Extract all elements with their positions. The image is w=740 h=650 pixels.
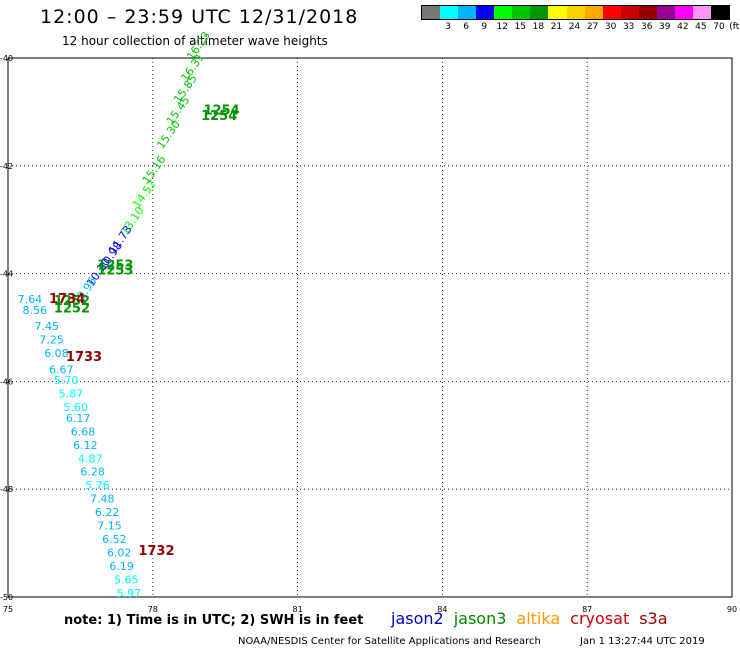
legend-swatch xyxy=(692,6,711,19)
wave-height-label: 5.65 xyxy=(114,574,139,587)
legend-swatch xyxy=(440,6,459,19)
wave-height-label: 8.56 xyxy=(22,304,47,317)
pass-time-label: 1733 xyxy=(66,350,102,365)
legend-swatch xyxy=(584,6,603,19)
pass-time-label: 1252 xyxy=(54,301,90,316)
pass-time-label: 1253 xyxy=(97,264,133,279)
legend-swatch xyxy=(656,6,675,19)
lat-tick-label: -44 xyxy=(0,270,13,279)
wave-height-label: 6.68 xyxy=(71,425,96,438)
footer-note: note: 1) Time is in UTC; 2) SWH is in fe… xyxy=(64,613,364,628)
legend-label: 3 xyxy=(445,22,451,32)
satellite-key: jason2 jason3 altika cryosat s3a xyxy=(391,609,678,628)
legend-label: 39 xyxy=(659,22,671,32)
wave-height-label: 6.19 xyxy=(109,560,134,573)
pass-time-label: 1254 xyxy=(203,104,239,119)
legend-unit: (ft) xyxy=(729,22,740,32)
legend-label: 24 xyxy=(568,22,581,32)
legend-label: 12 xyxy=(496,22,508,32)
lon-tick-label: 90 xyxy=(727,605,737,614)
map-frame xyxy=(7,57,733,598)
wave-height-label: 5.76 xyxy=(85,479,110,492)
lat-tick-label: -46 xyxy=(0,377,13,386)
lon-tick-label: 81 xyxy=(293,605,303,614)
legend-swatch xyxy=(566,6,585,19)
legend-swatch xyxy=(620,6,639,19)
legend-label: 27 xyxy=(586,22,599,32)
wave-height-label: 6.28 xyxy=(80,466,105,479)
legend-label: 6 xyxy=(463,22,470,32)
legend-swatch xyxy=(674,6,693,19)
legend-swatch xyxy=(512,6,531,19)
pass-time-label: 1732 xyxy=(138,544,174,559)
legend-swatch xyxy=(638,6,657,19)
wave-height-label: 6.17 xyxy=(66,412,91,425)
satellite-jason2: jason2 xyxy=(391,609,444,628)
satellite-s3a: s3a xyxy=(639,609,668,628)
wave-height-label: 7.15 xyxy=(97,520,122,533)
legend-label: 21 xyxy=(550,22,563,32)
satellite-altika: altika xyxy=(516,609,561,628)
credit-text: NOAA/NESDIS Center for Satellite Applica… xyxy=(238,636,541,647)
lat-tick-label: -50 xyxy=(0,593,13,602)
wave-height-label: 15.30 xyxy=(154,118,183,151)
legend-label: 18 xyxy=(532,22,545,32)
pass-time-label: 1734 xyxy=(49,292,85,307)
map-subtitle: 12 hour collection of altimeter wave hei… xyxy=(62,34,328,48)
wave-height-label: 7.48 xyxy=(90,493,115,506)
wave-height-label: 6.12 xyxy=(73,439,98,452)
legend-swatch xyxy=(711,6,730,19)
wave-height-label: 15.45 xyxy=(164,94,193,127)
lon-tick-label: 78 xyxy=(148,605,158,614)
pass-time-label: 1252 xyxy=(54,294,90,309)
wave-height-label: 5.97 xyxy=(117,587,142,600)
legend-swatch xyxy=(494,6,513,19)
map-title: 12:00 – 23:59 UTC 12/31/2018 xyxy=(40,6,359,28)
legend-label: 30 xyxy=(604,22,617,32)
wave-height-label: 7.25 xyxy=(39,334,64,347)
lat-tick-label: -42 xyxy=(0,162,13,171)
wave-height-label: 6.02 xyxy=(107,547,131,560)
generation-timestamp: Jan 1 13:27:44 UTC 2019 xyxy=(580,636,705,647)
wave-height-label: 6.22 xyxy=(95,506,120,519)
legend-swatch xyxy=(602,6,621,19)
lat-tick-label: -40 xyxy=(0,54,13,63)
legend-label: 42 xyxy=(677,22,689,32)
lon-tick-label: 75 xyxy=(3,605,13,614)
legend-label: 70 xyxy=(713,22,725,32)
legend-label: 45 xyxy=(695,22,707,32)
satellite-cryosat: cryosat xyxy=(570,609,630,628)
wave-height-label: 6.08 xyxy=(44,347,68,360)
wave-height-label: 7.45 xyxy=(35,320,60,333)
legend-swatch xyxy=(530,6,549,19)
legend-label: 15 xyxy=(514,22,527,32)
legend-label: 33 xyxy=(622,22,635,32)
legend-swatch xyxy=(476,6,495,19)
wave-height-label: 4.87 xyxy=(78,452,103,465)
legend-swatch xyxy=(458,6,477,19)
pass-time-label: 1253 xyxy=(97,258,133,273)
lon-tick-label: 84 xyxy=(437,605,447,614)
wave-height-label: 5.70 xyxy=(54,374,79,387)
wave-height-label: 7.64 xyxy=(18,293,43,306)
wave-height-label: 15.16 xyxy=(140,153,169,186)
pass-time-label: 1254 xyxy=(201,109,237,124)
satellite-jason3: jason3 xyxy=(453,609,507,628)
lon-tick-label: 87 xyxy=(582,605,592,614)
legend-label: 9 xyxy=(481,22,488,32)
lat-tick-label: -48 xyxy=(0,485,13,494)
legend-swatch xyxy=(422,6,441,19)
wave-height-label: 6.67 xyxy=(49,363,74,376)
wave-height-label: 5.60 xyxy=(64,401,89,414)
wave-height-label: 6.52 xyxy=(102,533,127,546)
legend-color-bar xyxy=(421,5,730,20)
legend-swatch xyxy=(548,6,567,19)
legend-label: 36 xyxy=(641,22,653,32)
wave-height-label: 5.87 xyxy=(59,388,84,401)
